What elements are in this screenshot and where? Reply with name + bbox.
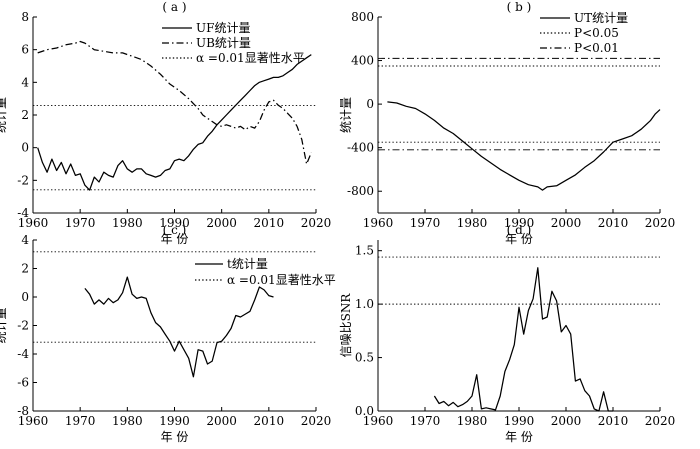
y-tick-label: -6: [17, 376, 29, 390]
panel-label: ( a ): [162, 0, 186, 14]
y-tick-label: 0: [366, 97, 374, 111]
x-tick-label: 2000: [551, 216, 582, 230]
legend-label: t统计量: [227, 257, 268, 271]
legend-label: α =0.01显著性水平: [196, 51, 305, 65]
x-axis-title: 年 份: [505, 232, 533, 246]
y-axis-title: 统计量: [0, 307, 8, 343]
x-tick-label: 1980: [112, 216, 143, 230]
y-tick-label: 0.0: [355, 404, 374, 418]
y-tick-label: 400: [351, 54, 374, 68]
y-tick-label: 0: [21, 141, 29, 155]
y-tick-label: -4: [17, 206, 29, 220]
x-tick-label: 1980: [457, 216, 488, 230]
y-tick-label: 4: [21, 233, 29, 247]
x-tick-label: 1980: [457, 414, 488, 428]
y-tick-label: 2: [21, 262, 29, 276]
y-axis-title: 信噪比SNR: [339, 293, 353, 358]
y-axis-title: 统计量: [339, 97, 353, 133]
y-tick-label: -8: [17, 404, 29, 418]
y-tick-label: 800: [351, 10, 374, 24]
series-line-1: [84, 276, 274, 378]
x-tick-label: 2020: [645, 216, 676, 230]
x-tick-label: 2020: [301, 216, 332, 230]
series-line-1: [433, 267, 613, 412]
x-tick-label: 1970: [410, 414, 441, 428]
y-tick-label: 8: [21, 10, 29, 24]
legend-label: α =0.01显著性水平: [227, 273, 336, 287]
y-axis-title: 统计量: [0, 97, 8, 133]
x-tick-label: 1960: [18, 216, 49, 230]
chart-panel-4: ( d ) 1960 1970 1980 1990 2000 2010 2020 0.0 0.5 1…: [339, 223, 675, 444]
y-tick-label: -2: [17, 173, 29, 187]
x-tick-label: 2010: [598, 414, 629, 428]
chart-panel-3: ( c ) 1960 1970 1980 1990 2000 2010 2020 -8 -6 -4 -…: [0, 223, 336, 444]
x-tick-label: 2010: [598, 216, 629, 230]
y-tick-label: 1.0: [355, 297, 374, 311]
series-line-2: [37, 40, 312, 165]
y-tick-label: -2: [17, 319, 29, 333]
legend-label: P<0.01: [574, 41, 619, 55]
x-tick-label: 2000: [206, 414, 237, 428]
chart-panel-2: ( b ) 1960 1970 1980 1990 2000 2010 2020 -800 -40…: [339, 0, 675, 246]
legend-label: UB统计量: [196, 36, 251, 50]
y-tick-label: 0.5: [355, 351, 374, 365]
y-tick-label: -400: [347, 141, 374, 155]
x-axis-title: 年 份: [161, 430, 189, 444]
legend-label: UF统计量: [196, 21, 250, 35]
x-tick-label: 2000: [206, 216, 237, 230]
x-tick-label: 1990: [159, 414, 190, 428]
x-axis-title: 年 份: [161, 232, 189, 246]
y-tick-label: 6: [21, 43, 29, 57]
y-tick-label: 4: [21, 75, 29, 89]
y-tick-label: 1.5: [355, 244, 374, 258]
y-tick-label: -4: [17, 347, 29, 361]
x-tick-label: 1960: [363, 414, 394, 428]
x-tick-label: 2010: [254, 216, 285, 230]
x-tick-label: 1990: [504, 216, 535, 230]
panel-label: ( d ): [507, 223, 532, 237]
x-tick-label: 1990: [159, 216, 190, 230]
legend: t统计量 α =0.01显著性水平: [195, 257, 336, 287]
x-tick-label: 1970: [65, 216, 96, 230]
y-tick-label: 0: [21, 290, 29, 304]
series-line-1: [387, 101, 661, 191]
y-tick-label: 2: [21, 108, 29, 122]
legend-label: P<0.05: [574, 26, 619, 40]
x-tick-label: 1970: [410, 216, 441, 230]
x-tick-label: 2020: [645, 414, 676, 428]
panel-label: ( b ): [507, 0, 532, 14]
x-tick-label: 1970: [65, 414, 96, 428]
legend-label: UT统计量: [574, 11, 628, 25]
x-tick-label: 2020: [301, 414, 332, 428]
series-line-1: [37, 54, 312, 191]
x-tick-label: 1960: [363, 216, 394, 230]
panel-label: ( c ): [163, 223, 187, 237]
x-tick-label: 1980: [112, 414, 143, 428]
x-axis-title: 年 份: [505, 430, 533, 444]
chart-panel-1: ( a ) 1960 1970 1980 1990 2000 2010 2020 -4 -2 0 2 4…: [0, 0, 331, 246]
x-tick-label: 1990: [504, 414, 535, 428]
y-tick-label: -800: [347, 184, 374, 198]
x-tick-label: 2010: [254, 414, 285, 428]
x-tick-label: 1960: [18, 414, 49, 428]
x-tick-label: 2000: [551, 414, 582, 428]
